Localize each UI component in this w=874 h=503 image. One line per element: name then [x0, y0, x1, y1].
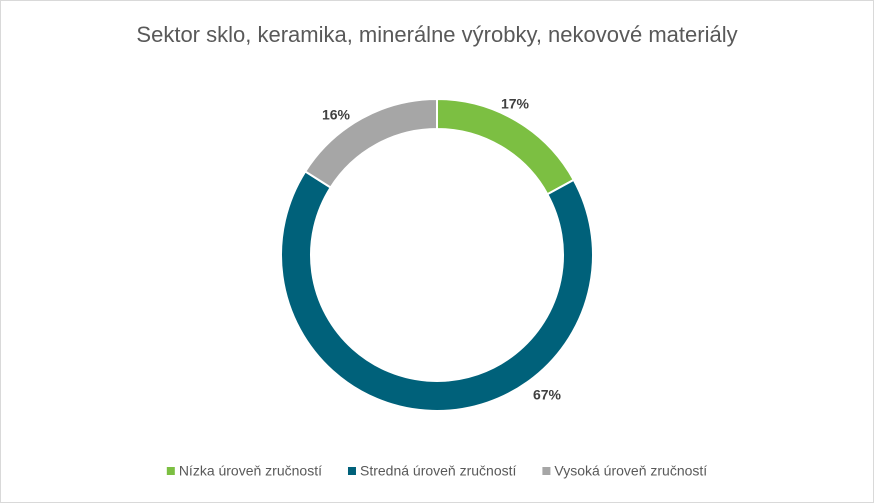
legend-marker	[542, 467, 551, 475]
legend-label: Stredná úroveň zručností	[360, 463, 517, 479]
legend-label: Vysoká úroveň zručností	[554, 463, 707, 479]
chart-title: Sektor sklo, keramika, minerálne výrobky…	[136, 22, 737, 47]
donut-segment	[280, 170, 594, 412]
donut-segment	[303, 97, 438, 189]
data-label: 67%	[533, 387, 562, 403]
legend-marker	[347, 467, 356, 475]
data-label: 16%	[322, 107, 351, 123]
legend-label: Nízka úroveň zručností	[179, 463, 322, 479]
data-label: 17%	[501, 96, 530, 112]
legend-marker	[166, 467, 175, 475]
